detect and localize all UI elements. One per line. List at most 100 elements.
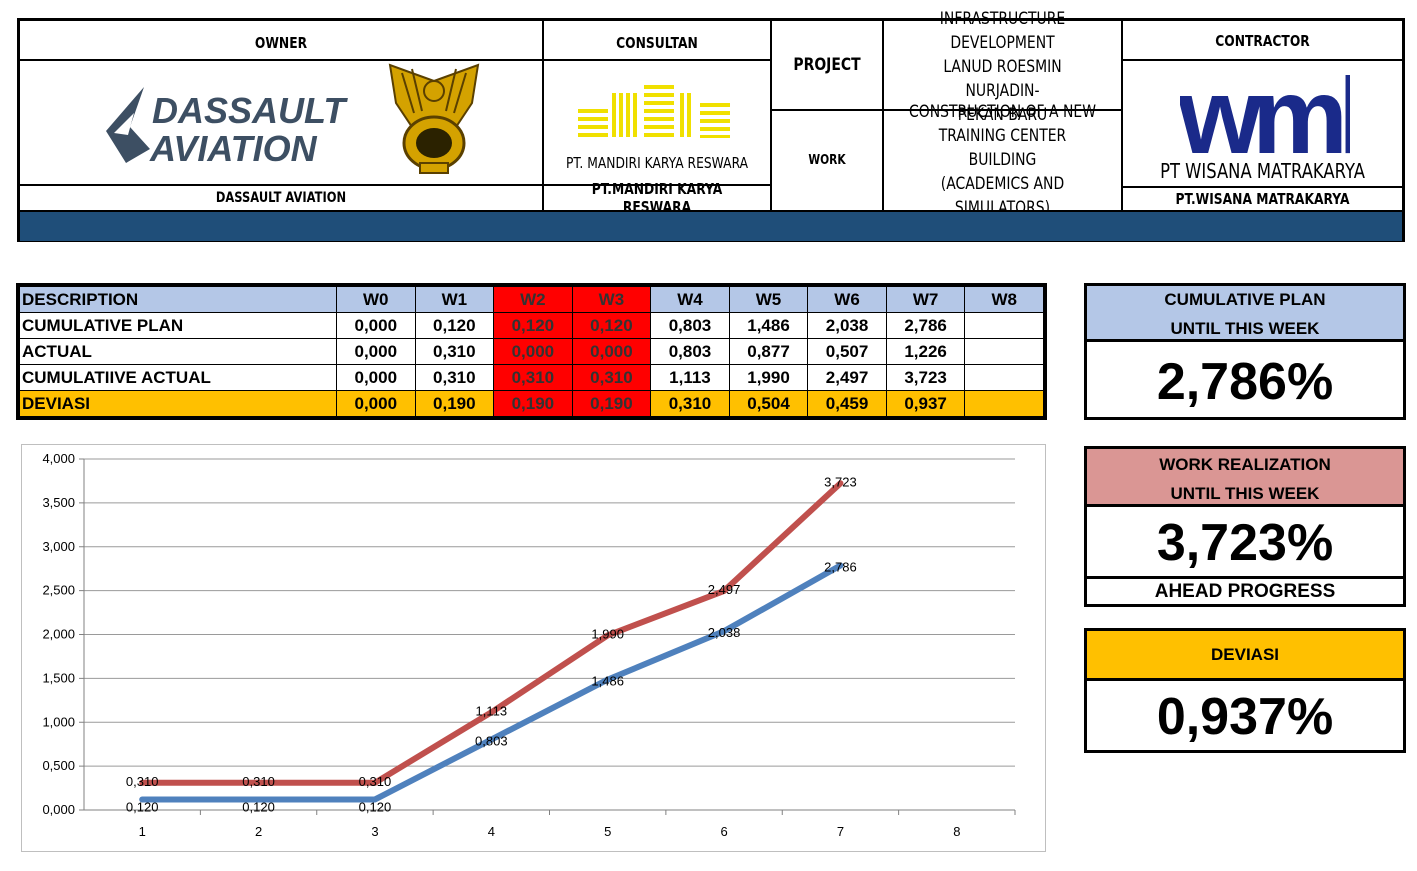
data-label: 0,310 (126, 774, 159, 789)
contractor-logo-text: PT WISANA MATRAKARYA (1160, 159, 1365, 183)
table-cell: 2,497 (807, 364, 887, 391)
table-row: CUMULATIIVE ACTUAL 0,000 0,310 0,310 0,3… (19, 364, 1044, 391)
air-force-emblem-icon (386, 63, 482, 181)
consultant-title: CONSULTAN (616, 34, 698, 52)
divider (1087, 576, 1403, 579)
table-cell: 0,310 (414, 338, 495, 365)
table-cell (964, 364, 1044, 391)
dev-value: 0,937% (1156, 688, 1334, 746)
divider (882, 21, 884, 210)
table-row-deviasi: DEVIASI 0,000 0,190 0,190 0,190 0,310 0,… (19, 390, 1044, 417)
table-header-cell: W2 (493, 286, 573, 313)
x-tick-label: 2 (255, 824, 262, 839)
progress-chart: 0,000 0,500 1,000 1,500 2,000 2,500 3,000 3,500… (21, 444, 1046, 852)
real-label: UNTIL THIS WEEK (1170, 484, 1320, 503)
y-tick-label: 1,500 (42, 670, 75, 685)
real-label: WORK REALIZATION (1159, 455, 1331, 474)
series-line-2 (139, 562, 844, 803)
x-tick-label: 6 (720, 824, 727, 839)
data-label: 0,120 (126, 799, 159, 814)
data-label: 1,486 (591, 674, 624, 689)
table-cell: 1,486 (728, 312, 809, 339)
divider (1121, 186, 1402, 188)
table-header-cell: W7 (885, 286, 966, 313)
table-header-cell: W3 (571, 286, 652, 313)
data-label: 0,120 (242, 799, 275, 814)
table-cell: 1,990 (728, 364, 809, 391)
owner-name: DASSAULT AVIATION (215, 190, 347, 206)
table-header-cell: W8 (964, 286, 1044, 313)
work-description: CONSTRUCTION OF A NEW TRAINING CENTER BU… (905, 102, 1099, 218)
wmk-logo-mark: wmk (1180, 61, 1350, 157)
table-cell: 3,723 (885, 364, 966, 391)
y-tick-label: 1,000 (42, 714, 75, 729)
divider (542, 21, 544, 210)
progress-table: DESCRIPTION W0 W1 W2 W3 W4 W5 W6 W7 W8 C… (16, 283, 1047, 420)
progress-chart-svg: 0,000 0,500 1,000 1,500 2,000 2,500 3,000 3,500… (42, 451, 1016, 839)
work-label: WORK (808, 153, 846, 168)
y-tick-label: 3,000 (42, 539, 75, 554)
plan-value: 2,786% (1156, 353, 1334, 411)
project-line: PEKAN BARU (957, 105, 1048, 125)
table-cell: 0,000 (336, 364, 416, 391)
project-line: INFRASTRUCTURE DEVELOPMENT (939, 9, 1066, 53)
x-tick-label: 8 (953, 824, 960, 839)
consultant-logo-text: PT. MANDIRI KARYA RESWARA (565, 154, 749, 172)
y-tick-label: 0,500 (42, 758, 75, 773)
table-cell: 0,190 (571, 390, 652, 417)
data-label: 0,120 (359, 799, 392, 814)
table-cell: 0,120 (571, 312, 652, 339)
x-tick-label: 7 (837, 824, 844, 839)
y-tick-label: 0,000 (42, 802, 75, 817)
work-realization-box: WORK REALIZATION UNTIL THIS WEEK 3,723% … (1084, 446, 1406, 607)
table-cell: 0,877 (728, 338, 809, 365)
work-line: TRAINING CENTER BUILDING (938, 126, 1067, 170)
table-cell: 0,504 (728, 390, 809, 417)
plan-label: CUMULATIVE PLAN (1164, 290, 1326, 309)
data-label: 1,990 (591, 626, 624, 641)
x-tick-label: 1 (139, 824, 146, 839)
project-description: INFRASTRUCTURE DEVELOPMENT LANUD ROESMIN… (905, 9, 1099, 125)
table-header-cell: W5 (728, 286, 809, 313)
y-tick-label: 4,000 (42, 451, 75, 466)
header-band (20, 210, 1402, 241)
dev-header (1087, 631, 1403, 681)
data-label: 0,803 (475, 734, 508, 749)
x-tick-label: 5 (604, 824, 611, 839)
divider (1121, 21, 1123, 210)
project-label: PROJECT (793, 55, 861, 75)
consultant-name: PT.MANDIRI KARYA RESWARA (591, 180, 723, 216)
table-cell: 0,803 (650, 338, 730, 365)
data-label: 0,310 (242, 774, 275, 789)
data-label: 1,113 (476, 703, 508, 718)
row-label: DEVIASI (19, 390, 337, 417)
table-cell: 0,000 (493, 338, 573, 365)
table-cell: 0,190 (414, 390, 495, 417)
table-cell: 0,459 (807, 390, 887, 417)
divider (770, 109, 1121, 111)
table-cell: 2,038 (807, 312, 887, 339)
dassault-wing-icon (106, 87, 150, 163)
wmk-logo-icon: wmk (1180, 61, 1350, 157)
row-label: ACTUAL (19, 338, 337, 365)
row-label: CUMULATIIVE ACTUAL (19, 364, 337, 391)
table-cell: 0,310 (493, 364, 573, 391)
table-cell: 0,937 (885, 390, 966, 417)
table-cell: 0,310 (571, 364, 652, 391)
data-label: 3,723 (824, 474, 857, 489)
plan-header (1087, 286, 1403, 342)
contractor-name: PT.WISANA MATRAKARYA (1175, 190, 1350, 208)
plan-label: UNTIL THIS WEEK (1170, 319, 1320, 338)
dassault-logo-line1: DASSAULT (152, 90, 348, 131)
series-line-1 (139, 480, 844, 786)
table-cell (964, 338, 1044, 365)
consultant-logo-icon (576, 81, 736, 139)
table-cell: 0,120 (493, 312, 573, 339)
table-cell: 0,310 (414, 364, 495, 391)
table-cell (964, 390, 1044, 417)
table-header-cell: W4 (650, 286, 730, 313)
dev-label: DEVIASI (1210, 645, 1280, 664)
data-label: 0,310 (359, 774, 392, 789)
y-tick-label: 3,500 (42, 495, 75, 510)
table-row: CUMULATIVE PLAN 0,000 0,120 0,120 0,120 … (19, 312, 1044, 339)
